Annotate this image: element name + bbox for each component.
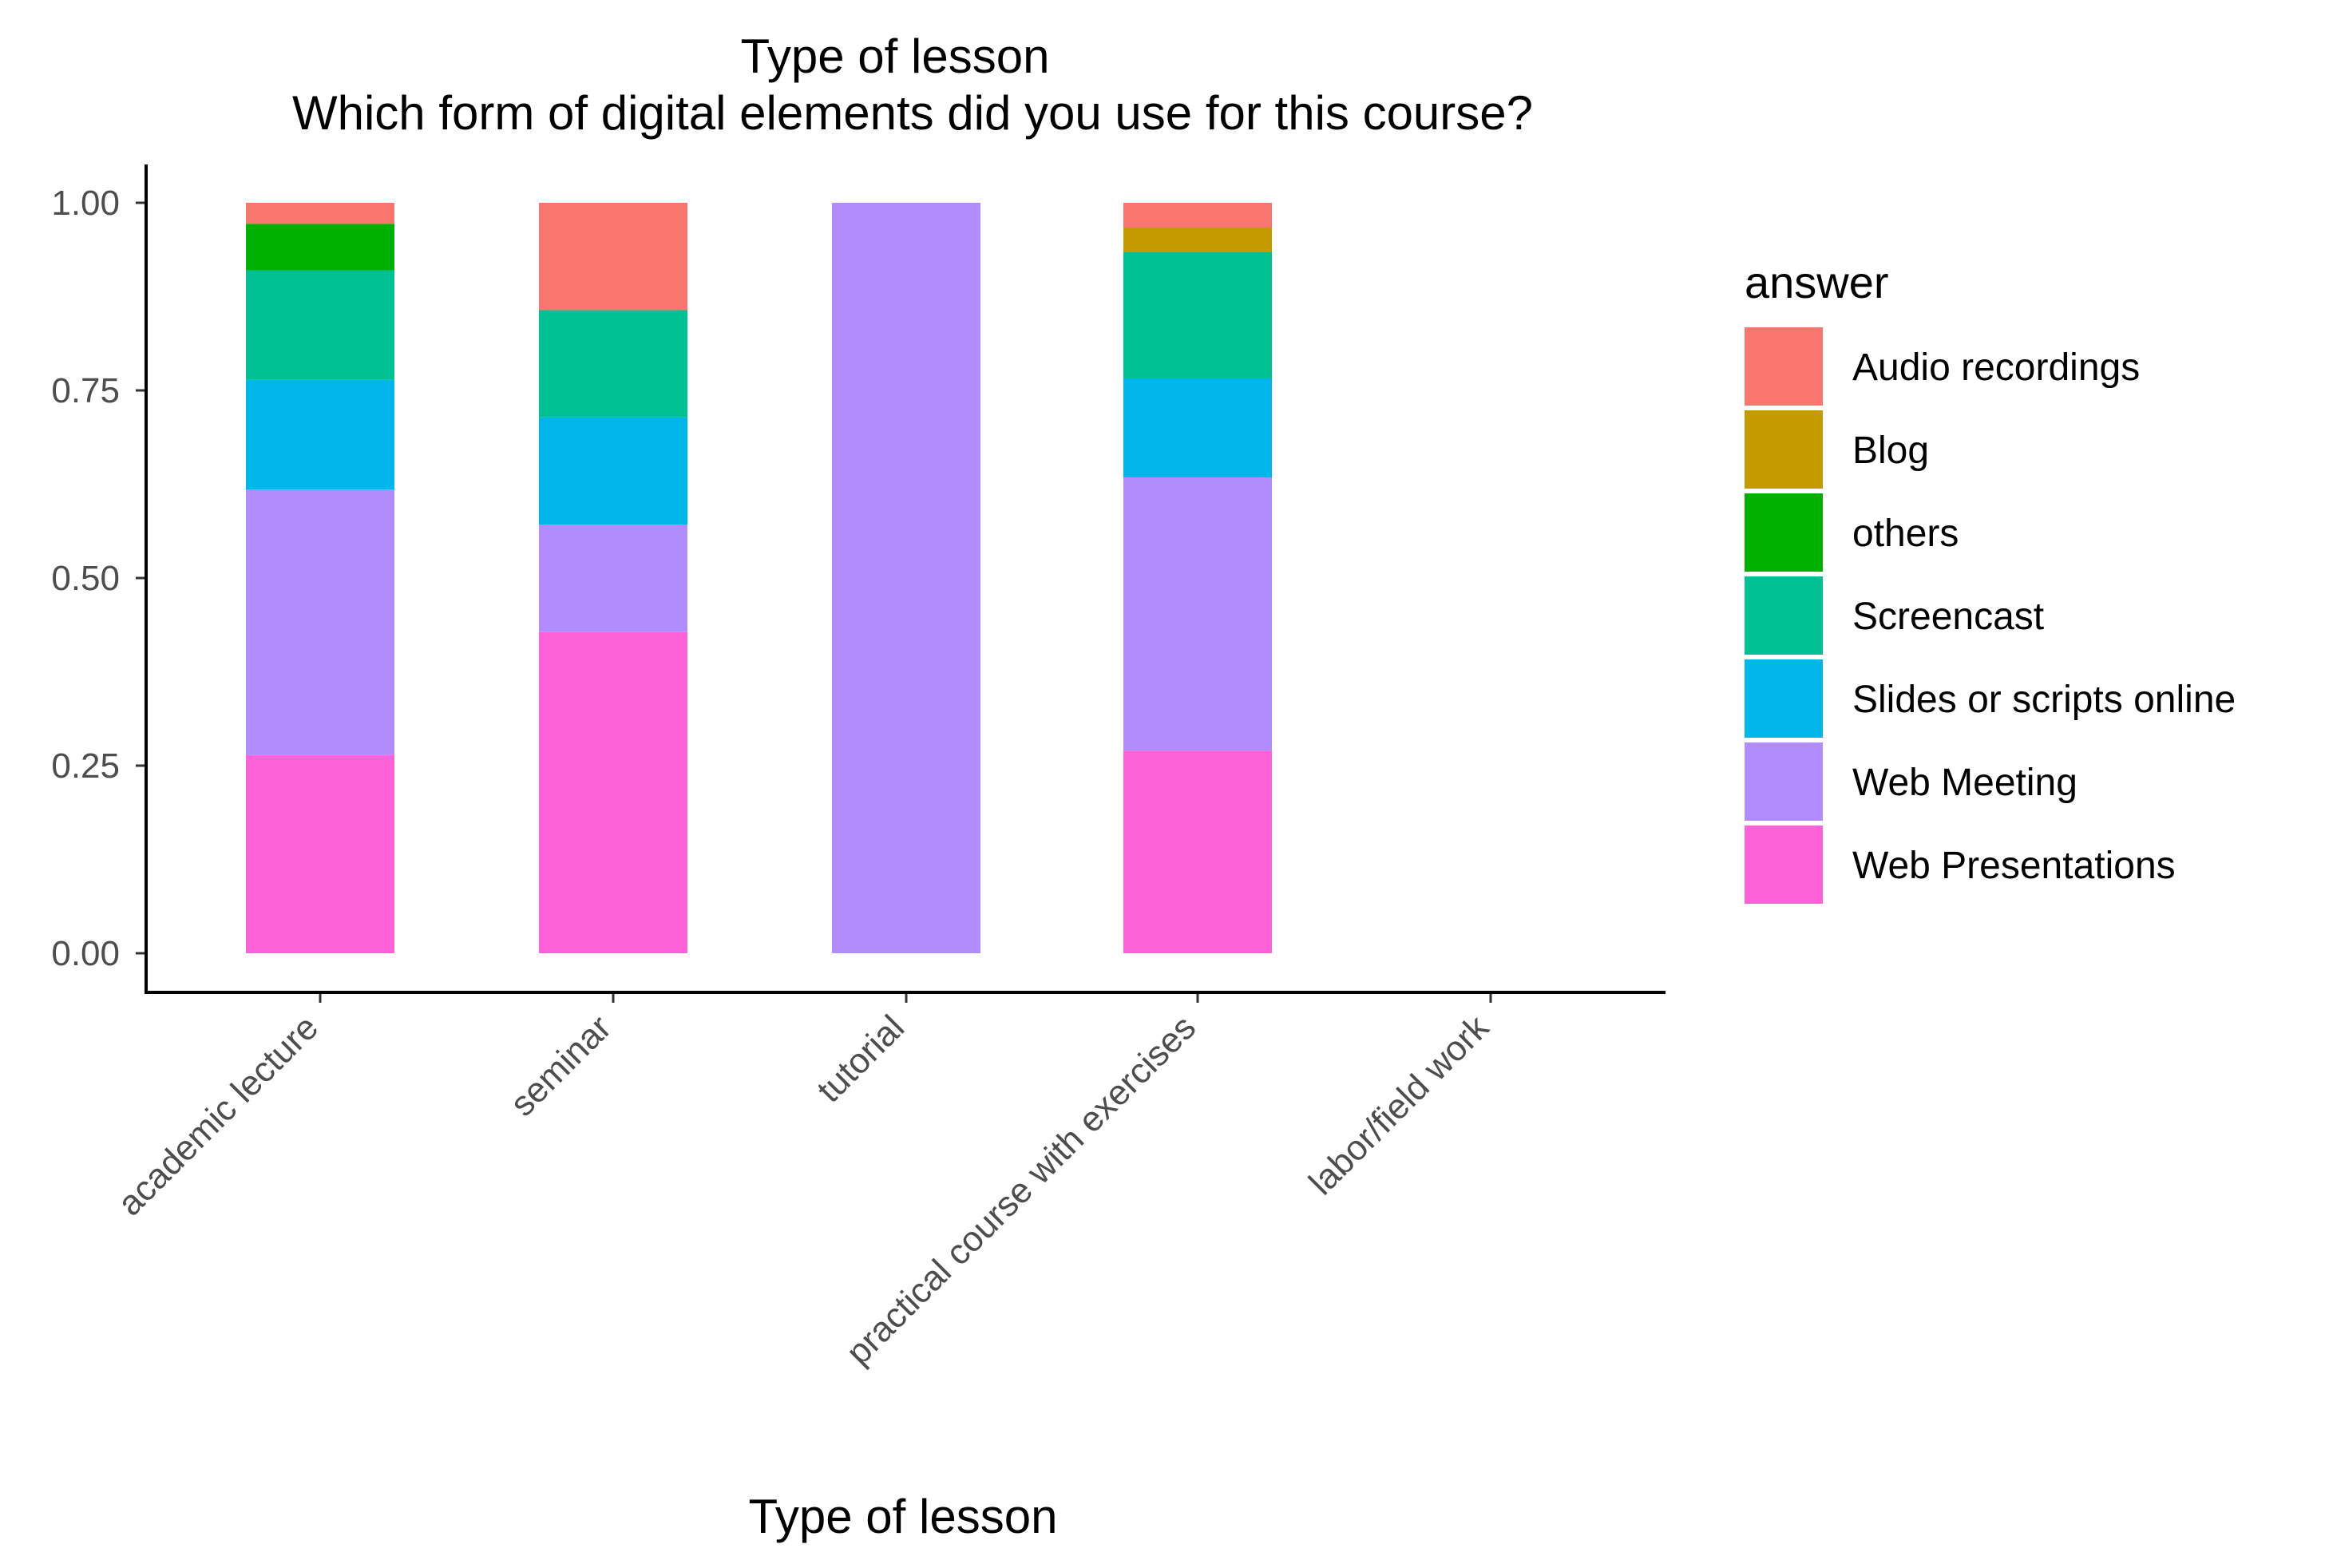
x-tick-label: seminar — [503, 1008, 619, 1123]
x-axis-title: Type of lesson — [749, 1490, 1058, 1543]
bar-segment — [1123, 378, 1272, 478]
legend-key — [1745, 493, 1823, 572]
x-tick-label: labor/field work — [1301, 1008, 1497, 1203]
legend-key — [1745, 742, 1823, 821]
y-tick-label: 1.00 — [51, 184, 120, 223]
bar-segment — [539, 417, 687, 525]
bar-segment — [539, 310, 687, 418]
bar-segment — [246, 489, 394, 755]
bar-segment — [539, 525, 687, 632]
legend-label: others — [1852, 513, 1959, 555]
chart-subtitle: Which form of digital elements did you u… — [292, 86, 1533, 140]
x-tick-label: academic lecture — [110, 1008, 326, 1223]
legend-label: Audio recordings — [1852, 346, 2140, 389]
y-tick-label: 0.00 — [51, 934, 120, 973]
bar-segment — [832, 203, 980, 953]
legend-label: Web Presentations — [1852, 845, 2176, 887]
legend-key — [1745, 659, 1823, 738]
legend-key — [1745, 826, 1823, 904]
bar-segment — [1123, 750, 1272, 953]
bar-segment — [1123, 203, 1272, 228]
legend-label: Screencast — [1852, 596, 2044, 638]
legend-label: Web Meeting — [1852, 762, 2077, 804]
y-axis-ticks: 0.00 0.25 0.50 0.75 1.00 — [51, 184, 146, 973]
bar-segment — [246, 754, 394, 953]
x-tick-label: practical course with exercises — [839, 1008, 1204, 1372]
bars-group — [246, 203, 1272, 953]
bar-segment — [246, 379, 394, 490]
bar-segment — [539, 203, 687, 311]
x-axis-ticks: academic lecture seminar tutorialpractical… — [110, 992, 1497, 1372]
y-tick-label: 0.25 — [51, 746, 120, 786]
legend-label: Blog — [1852, 430, 1929, 472]
x-tick-label: tutorial — [810, 1008, 912, 1110]
bar-segment — [539, 632, 687, 953]
chart-title: Type of lesson — [741, 30, 1050, 83]
bar-segment — [1123, 252, 1272, 378]
legend-title: answer — [1745, 257, 1889, 307]
bar-segment — [246, 203, 394, 224]
bar-segment — [246, 224, 394, 271]
bar-segment — [1123, 228, 1272, 253]
y-tick-label: 0.50 — [51, 559, 120, 598]
legend-label: Slides or scripts online — [1852, 679, 2236, 721]
legend-key — [1745, 327, 1823, 406]
legend-key — [1745, 576, 1823, 655]
bar-segment — [246, 270, 394, 380]
y-tick-label: 0.75 — [51, 371, 120, 410]
bar-segment — [1123, 477, 1272, 751]
legend-key — [1745, 410, 1823, 489]
legend: Audio recordings Blog others Screencast Slid… — [1745, 327, 2236, 904]
